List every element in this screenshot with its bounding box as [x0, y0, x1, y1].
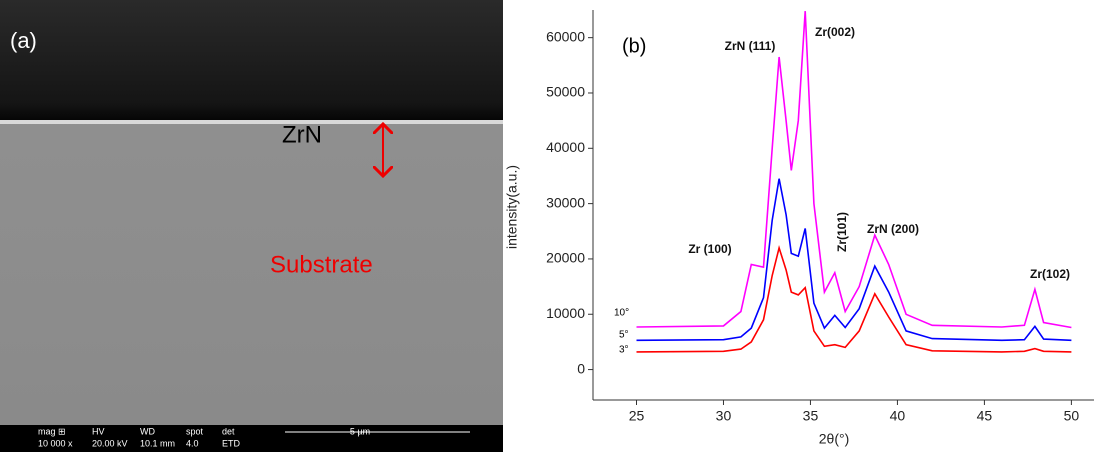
layer-label: ZrN — [282, 121, 322, 148]
x-tick-label: 30 — [716, 408, 732, 424]
y-tick-label: 10000 — [546, 305, 585, 321]
series-label: 3° — [619, 345, 629, 356]
peak-label: ZrN (111) — [725, 39, 776, 53]
info-header: mag ⊞ — [38, 426, 66, 436]
info-value: 10.1 mm — [140, 438, 175, 448]
x-tick-label: 25 — [629, 408, 645, 424]
layer-label: Substrate — [270, 251, 373, 278]
panel-label: (b) — [622, 35, 646, 57]
y-tick-label: 0 — [577, 360, 585, 376]
info-header: WD — [140, 426, 155, 436]
info-bar-bg — [0, 425, 503, 452]
x-axis-label: 2θ(°) — [819, 431, 850, 447]
peak-label: Zr(002) — [815, 25, 855, 39]
info-value: 10 000 x — [38, 438, 73, 448]
y-axis-label: intensity(a.u.) — [504, 165, 520, 249]
figure: (a) ZrN Substrate 5 µm mag ⊞ 10 000 x HV 20… — [0, 0, 1104, 452]
chart: (b) 2θ(°) intensity(a.u.) 0 10000 20000 300… — [504, 10, 1094, 447]
y-tick-label: 40000 — [546, 139, 585, 155]
peak-label: ZrN (200) — [867, 222, 919, 236]
series-line — [637, 179, 1072, 341]
info-bar: 5 µm mag ⊞ 10 000 x HV 20.00 kV WD 10.1 mm spo… — [0, 425, 503, 452]
film-edge — [0, 120, 503, 124]
x-tick-label: 35 — [803, 408, 819, 424]
panel-label: (a) — [10, 28, 37, 53]
y-tick-label: 60000 — [546, 28, 585, 44]
peak-label: Zr(102) — [1030, 267, 1070, 281]
x-tick-label: 50 — [1064, 408, 1080, 424]
info-header: spot — [186, 426, 204, 436]
y-tick-label: 50000 — [546, 84, 585, 100]
info-value: ETD — [222, 438, 241, 448]
series-line — [637, 11, 1072, 327]
page: (a) ZrN Substrate 5 µm mag ⊞ 10 000 x HV 20… — [0, 0, 1104, 457]
top-region — [0, 0, 503, 121]
sem-panel: (a) ZrN Substrate 5 µm mag ⊞ 10 000 x HV 20… — [0, 0, 503, 452]
y-tick-label: 20000 — [546, 250, 585, 266]
x-tick-label: 40 — [890, 408, 906, 424]
peak-label: Zr(101) — [835, 212, 849, 252]
scale-label: 5 µm — [350, 426, 370, 436]
info-header: det — [222, 426, 235, 436]
peak-label: Zr (100) — [688, 242, 731, 256]
info-value: 20.00 kV — [92, 438, 128, 448]
series-label: 10° — [614, 308, 629, 319]
x-tick-label: 45 — [977, 408, 993, 424]
y-tick-label: 30000 — [546, 194, 585, 210]
series-line — [637, 248, 1072, 352]
info-value: 4.0 — [186, 438, 199, 448]
series-label: 5° — [619, 330, 629, 341]
info-header: HV — [92, 426, 105, 436]
